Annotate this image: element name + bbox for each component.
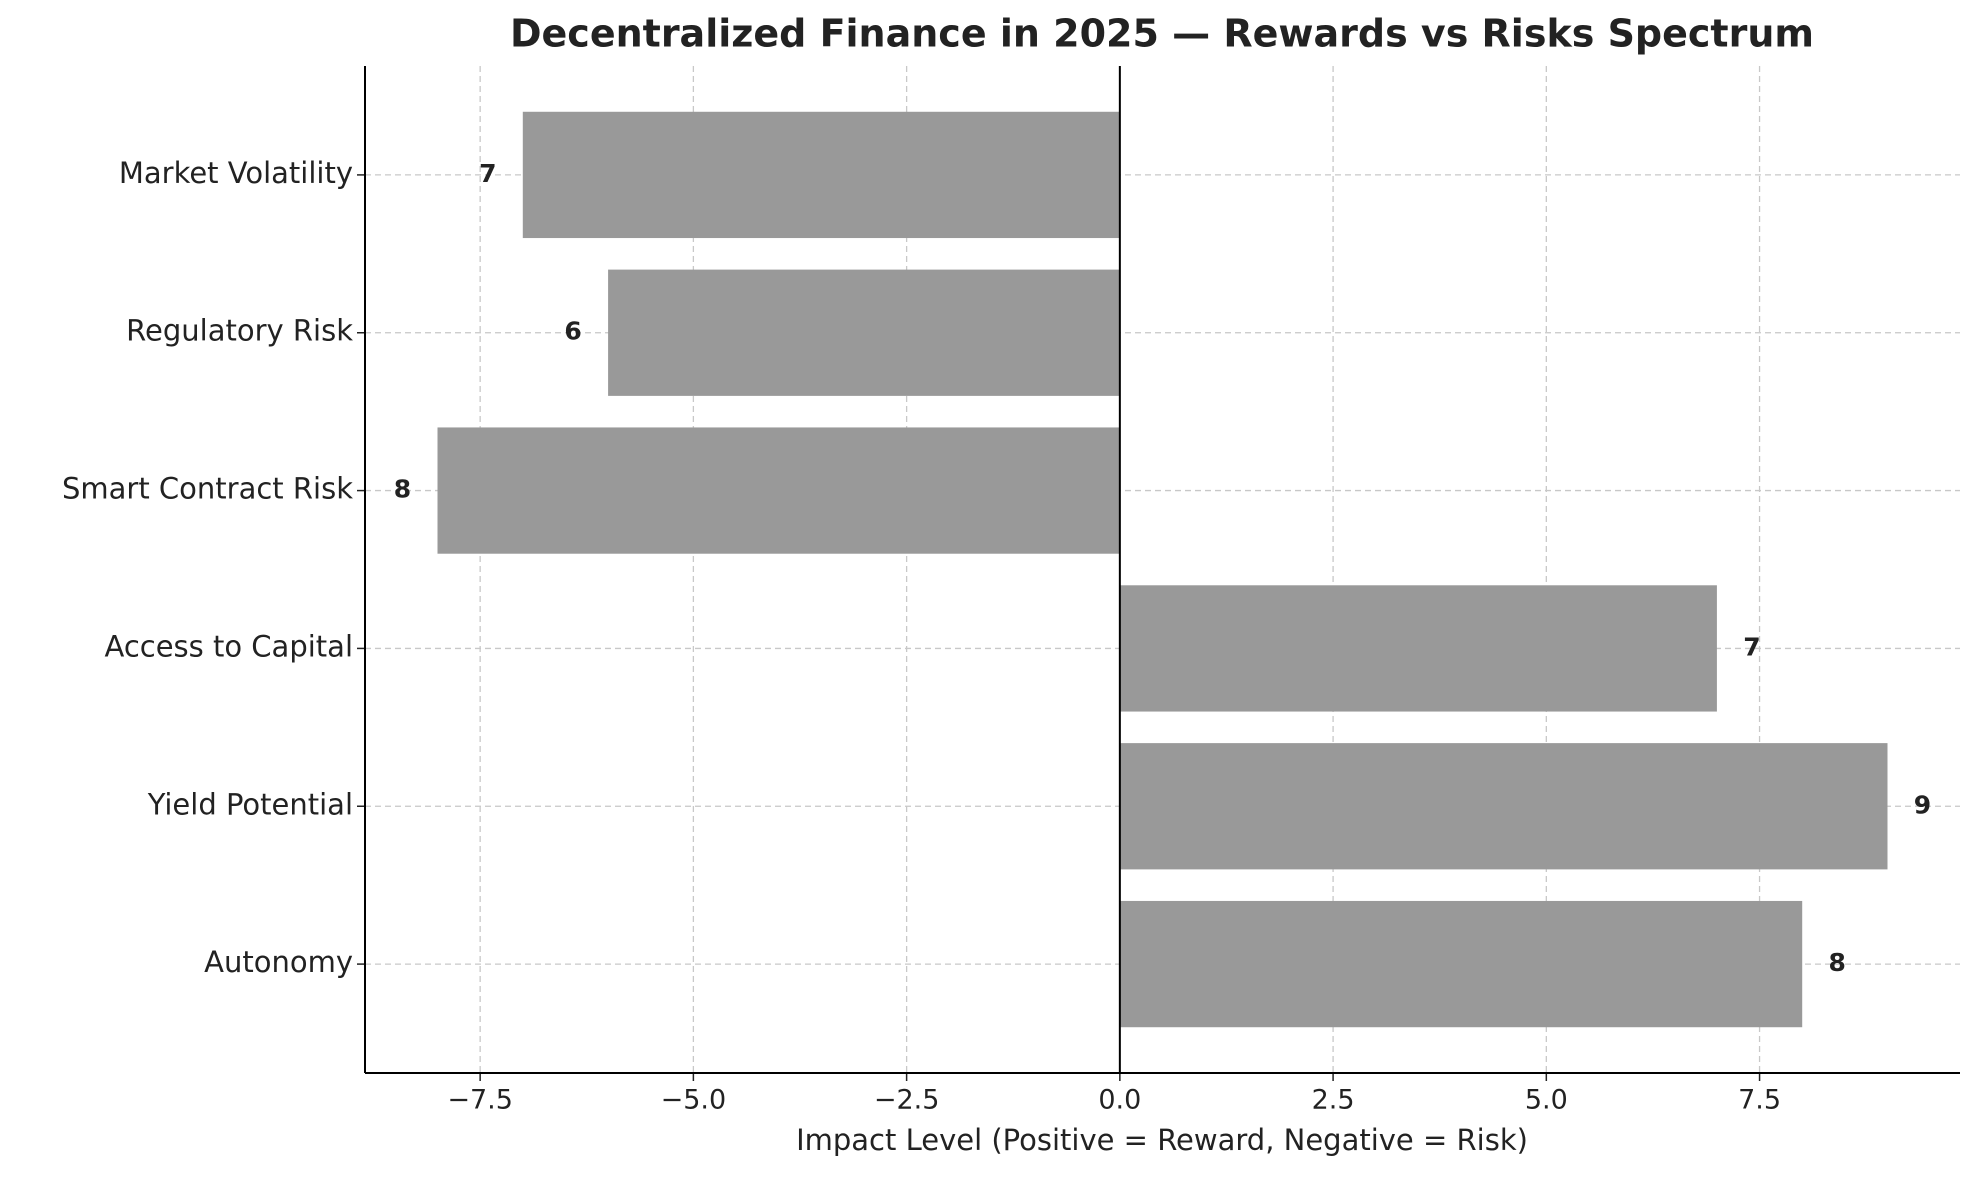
x-tick-label: 0.0: [1098, 1085, 1141, 1116]
value-label: 8: [1829, 948, 1846, 977]
value-label: 9: [1914, 790, 1931, 819]
bar: [1119, 585, 1717, 712]
x-tick-label: −7.5: [447, 1085, 513, 1116]
bar: [1119, 743, 1888, 870]
x-tick-label: −2.5: [874, 1085, 940, 1116]
value-label: 8: [394, 475, 411, 504]
x-tick-label: 5.0: [1525, 1085, 1568, 1116]
y-tick-label: Market Volatility: [119, 156, 353, 190]
y-tick-label: Access to Capital: [104, 629, 353, 663]
x-tick-label: −5.0: [661, 1085, 727, 1116]
bar: [522, 111, 1120, 239]
value-label: 7: [479, 159, 496, 188]
y-tick-label: Regulatory Risk: [126, 314, 353, 348]
y-tick-label: Yield Potential: [147, 787, 353, 821]
y-tick-label: Autonomy: [204, 945, 353, 979]
value-label: 6: [564, 317, 581, 346]
y-tick-label: Smart Contract Risk: [62, 472, 353, 506]
x-tick-label: 2.5: [1312, 1085, 1355, 1116]
x-tick-label: 7.5: [1738, 1085, 1781, 1116]
chart-title: Decentralized Finance in 2025 — Rewards …: [510, 12, 1814, 56]
bar: [608, 269, 1120, 396]
value-label: 7: [1743, 632, 1760, 661]
bar: [437, 427, 1120, 554]
x-axis-label: Impact Level (Positive = Reward, Negativ…: [796, 1123, 1528, 1157]
bar: [1119, 900, 1803, 1028]
